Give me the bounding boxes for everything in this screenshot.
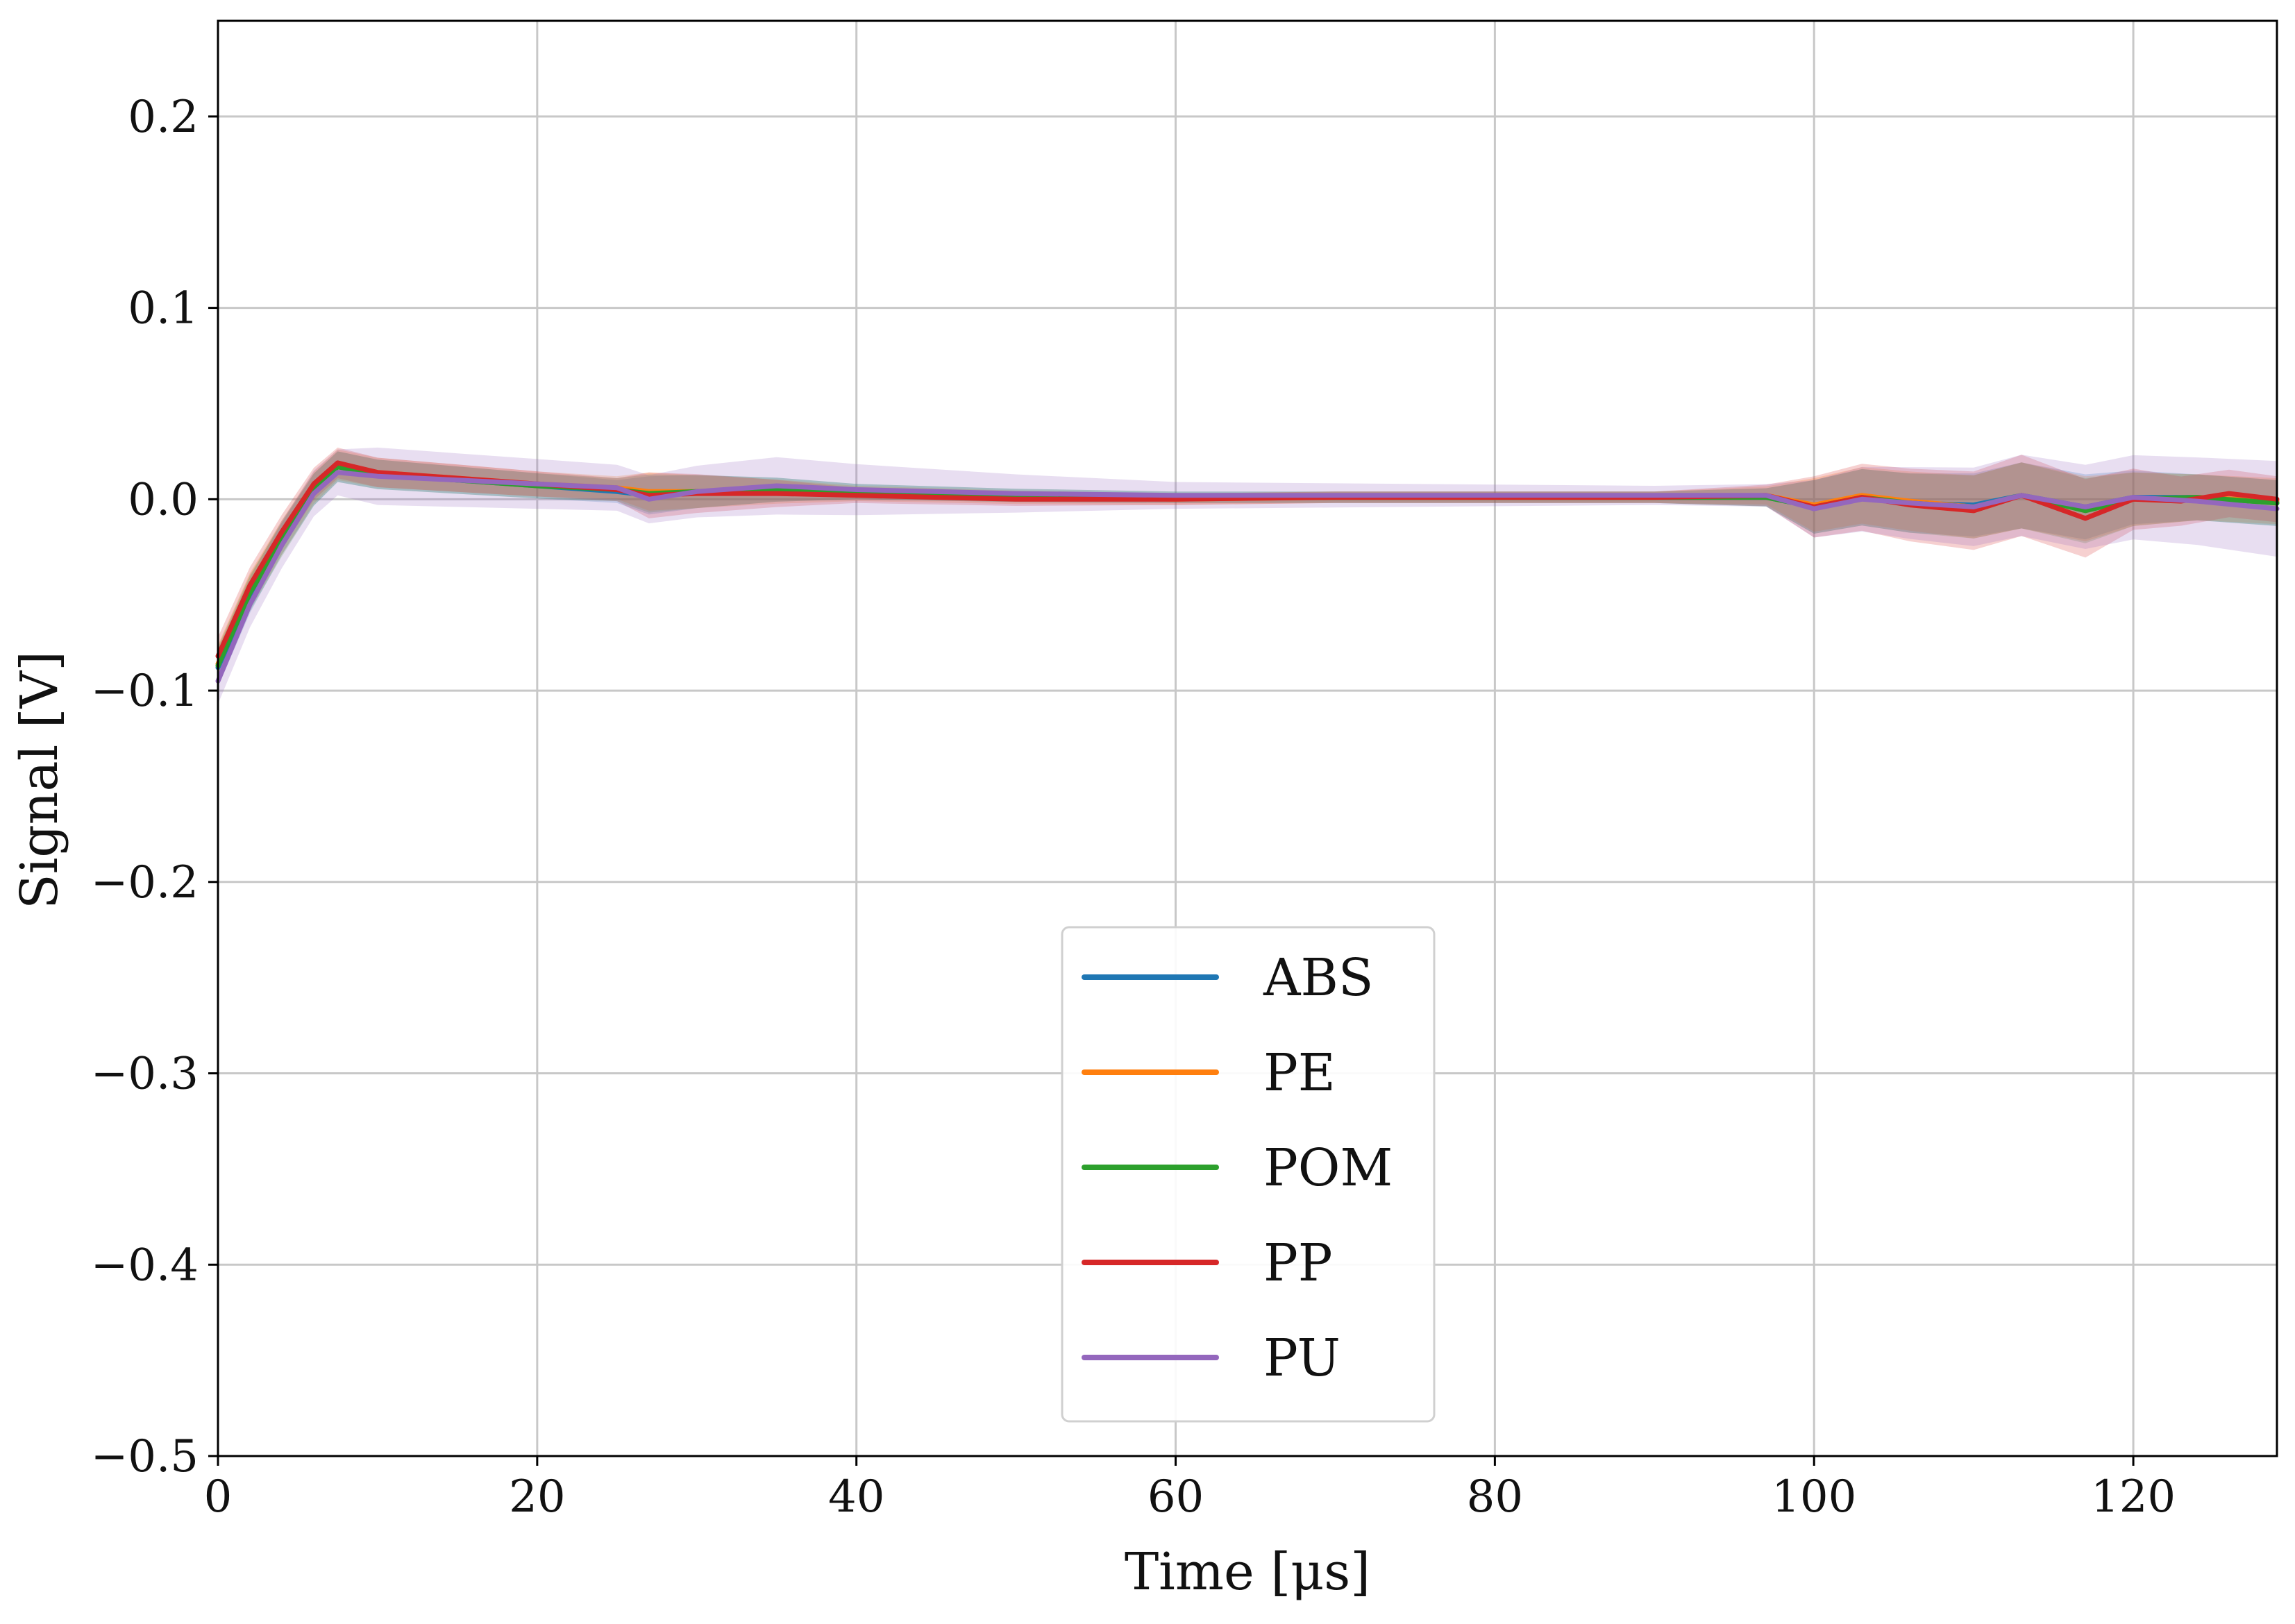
legend-label-pp: PP: [1263, 1233, 1333, 1293]
legend-label-pom: POM: [1263, 1138, 1393, 1198]
y-tick-label: −0.5: [91, 1431, 199, 1482]
x-tick-label: 0: [204, 1471, 233, 1523]
y-tick-label: −0.1: [91, 666, 199, 717]
y-axis: 0.2 0.1 0.0 −0.1 −0.2 −0.3 −0.4 −0.5: [91, 92, 218, 1482]
y-tick-label: −0.4: [91, 1240, 199, 1291]
y-tick-label: −0.2: [91, 857, 199, 908]
x-axis-title: Time [μs]: [1125, 1542, 1370, 1602]
plot-frame: [217, 19, 2278, 1457]
band-pp: [218, 447, 2277, 675]
band-pu: [218, 447, 2277, 704]
series-line-pu: [215, 470, 2280, 684]
y-tick-label: 0.1: [128, 283, 199, 335]
x-tick-label: 40: [828, 1471, 884, 1523]
legend-box: [1061, 926, 1436, 1423]
x-tick-label: 60: [1148, 1471, 1204, 1523]
y-tick-label: −0.3: [91, 1049, 199, 1100]
legend: ABS PE POM PP PU: [1061, 926, 1436, 1423]
x-tick-label: 20: [509, 1471, 565, 1523]
legend-label-pe: PE: [1263, 1043, 1336, 1103]
legend-label-pu: PU: [1263, 1328, 1340, 1388]
series-lines: [215, 460, 2280, 684]
x-tick-label: 100: [1772, 1471, 1856, 1523]
legend-label-abs: ABS: [1263, 948, 1374, 1008]
x-tick-label: 80: [1467, 1471, 1523, 1523]
y-tick-label: 0.0: [128, 474, 199, 525]
x-axis: 0 20 40 60 80 100 120: [204, 1456, 2176, 1523]
series-line-pp: [215, 460, 2280, 659]
y-tick-label: 0.2: [128, 92, 199, 143]
x-tick-label: 120: [2091, 1471, 2176, 1523]
y-axis-title: Signal [V]: [10, 651, 69, 909]
